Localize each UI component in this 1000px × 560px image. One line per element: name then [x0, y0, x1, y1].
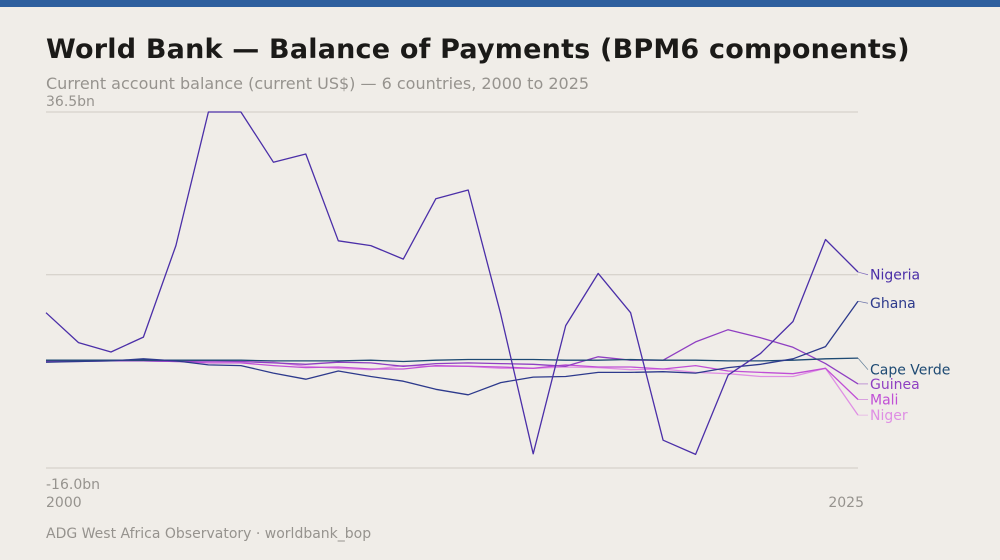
series-line-nigeria [45, 111, 859, 456]
series-line-guinea [46, 329, 859, 385]
source-footer: ADG West Africa Observatory · worldbank_… [46, 526, 372, 542]
series-label-guinea: Guinea [870, 377, 920, 393]
leader-line-cape-verde [857, 357, 869, 370]
series-line-ghana [45, 300, 859, 396]
x-tick-label-end: 2025 [828, 495, 864, 511]
leader-line-nigeria [857, 271, 869, 276]
series-line-niger [46, 359, 859, 416]
y-tick-label-top: 36.5bn [46, 94, 95, 110]
y-tick-label-bottom: -16.0bn [46, 477, 100, 493]
series-label-mali: Mali [870, 393, 898, 409]
series-layer [45, 111, 859, 456]
series-label-niger: Niger [870, 408, 908, 424]
series-label-ghana: Ghana [870, 296, 916, 312]
page-subtitle: Current account balance (current US$) — … [46, 74, 590, 93]
top-accent-bar [0, 0, 1000, 7]
series-label-nigeria: Nigeria [870, 268, 920, 284]
series-label-cape-verde: Cape Verde [870, 363, 950, 379]
leader-line-ghana [857, 300, 869, 304]
x-tick-label-start: 2000 [46, 495, 82, 511]
page-title: World Bank — Balance of Payments (BPM6 c… [46, 34, 910, 65]
series-line-cape-verde [46, 357, 859, 363]
grid-layer: 36.5bn -16.0bn 2000 2025 [46, 94, 864, 511]
